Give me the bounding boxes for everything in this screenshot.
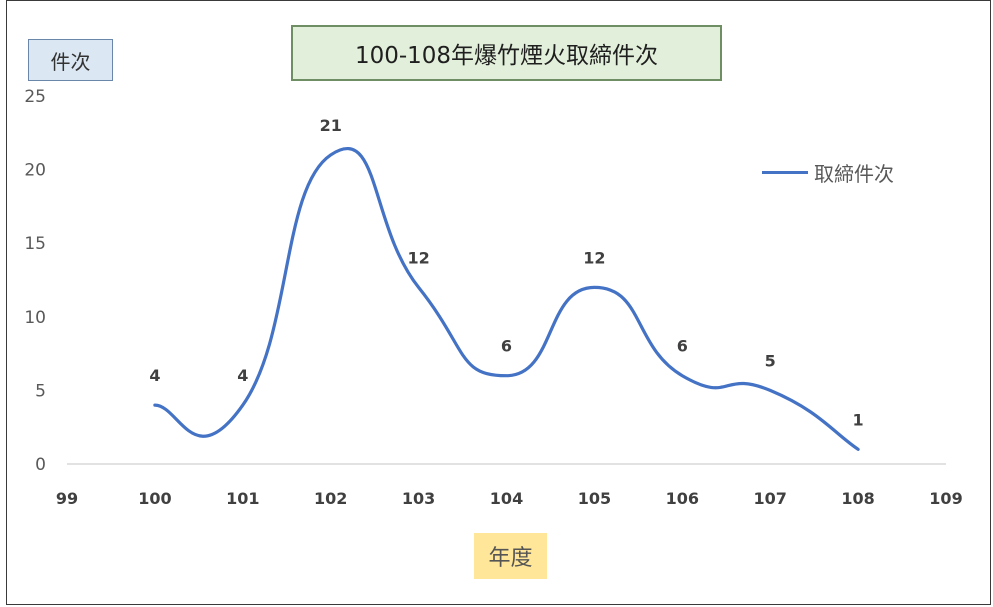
x-tick-label: 104 [490, 489, 523, 508]
data-label: 5 [765, 351, 776, 370]
legend-label: 取締件次 [814, 161, 894, 186]
x-tick-label: 107 [753, 489, 786, 508]
data-label: 4 [237, 366, 248, 385]
data-label: 4 [149, 366, 160, 385]
x-tick-label: 102 [314, 489, 347, 508]
data-label: 6 [677, 337, 688, 356]
data-labels: 4 4 21 12 6 12 6 5 1 [149, 116, 863, 429]
x-tick-label: 106 [666, 489, 699, 508]
legend-swatch [762, 170, 808, 174]
chart-frame [6, 0, 991, 605]
chart-title: 100-108年爆竹煙火取締件次 [291, 25, 722, 81]
data-label: 6 [501, 337, 512, 356]
x-axis-title: 年度 [474, 533, 547, 579]
x-tick-label: 101 [226, 489, 259, 508]
x-tick-label: 105 [578, 489, 611, 508]
legend: 取締件次 [762, 156, 894, 188]
x-tick-label: 100 [138, 489, 171, 508]
y-tick-label: 25 [24, 87, 46, 107]
data-label: 12 [407, 248, 429, 267]
y-tick-label: 0 [35, 455, 46, 475]
y-tick-label: 5 [35, 381, 46, 401]
data-label: 21 [320, 116, 342, 135]
y-tick-labels: 0 5 10 15 20 25 [24, 87, 46, 475]
x-tick-labels: 99 100 101 102 103 104 105 106 107 108 109 [56, 489, 963, 508]
data-label: 1 [853, 410, 864, 429]
y-tick-label: 15 [24, 234, 46, 254]
y-tick-label: 20 [24, 161, 46, 181]
x-tick-label: 109 [929, 489, 962, 508]
x-tick-label: 103 [402, 489, 435, 508]
y-axis-title: 件次 [28, 39, 113, 81]
x-tick-label: 99 [56, 489, 78, 508]
series-line-取締件次 [153, 146, 860, 451]
data-label: 12 [583, 248, 605, 267]
x-tick-label: 108 [841, 489, 874, 508]
y-tick-label: 10 [24, 308, 46, 328]
